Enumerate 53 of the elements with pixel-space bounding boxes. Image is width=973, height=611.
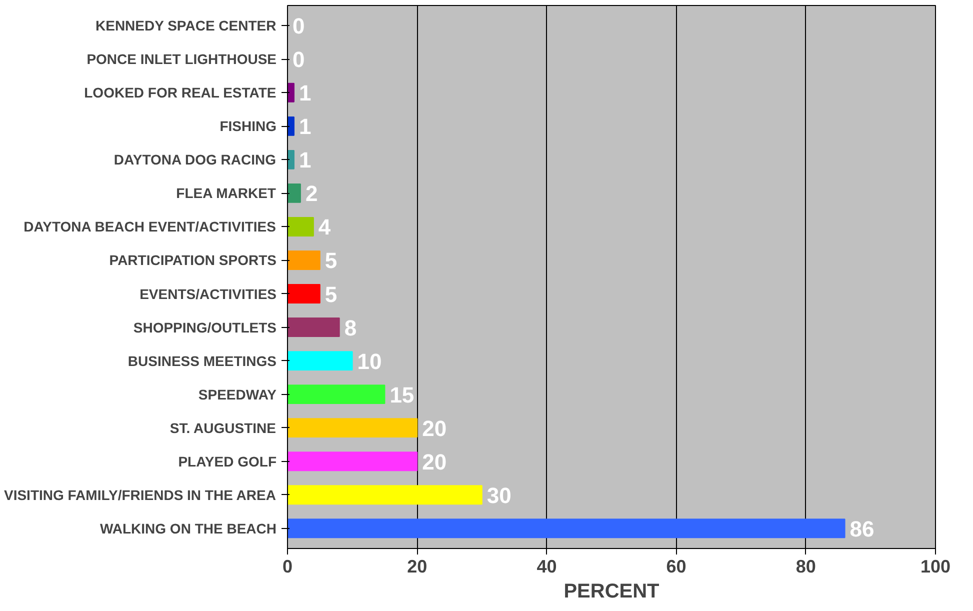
y-tick-label: KENNEDY SPACE CENTER [96, 18, 276, 34]
bar [288, 116, 294, 136]
x-tick-label: 60 [666, 556, 686, 576]
bar [288, 485, 482, 505]
data-label: 20 [422, 416, 447, 441]
data-label: 8 [344, 315, 357, 340]
y-tick-label: ST. AUGUSTINE [170, 420, 276, 436]
y-tick-label: VISITING FAMILY/FRIENDS IN THE AREA [4, 486, 276, 503]
y-tick-label: SHOPPING/OUTLETS [133, 319, 276, 336]
x-tick-label: 20 [407, 556, 428, 576]
x-axis-title: PERCENT [564, 580, 660, 602]
bar [288, 418, 418, 438]
data-label: 15 [390, 382, 414, 408]
y-tick-label: FLEA MARKET [176, 185, 276, 202]
y-tick-label: DAYTONA BEACH EVENT/ACTIVITIES [24, 218, 276, 235]
data-label: 0 [292, 14, 305, 39]
x-tick-label: 0 [282, 556, 293, 576]
data-label: 0 [292, 47, 305, 72]
y-tick-label: DAYTONA DOG RACING [114, 152, 276, 168]
data-label: 5 [324, 248, 338, 274]
bar [288, 384, 386, 404]
y-tick-label: FISHING [220, 118, 277, 134]
bar [288, 250, 320, 270]
bar [288, 318, 340, 337]
data-label: 5 [324, 282, 338, 307]
y-tick-label: BUSINESS MEETINGS [128, 352, 277, 369]
data-label: 2 [305, 181, 318, 206]
bar [288, 452, 418, 472]
bar [288, 82, 294, 102]
y-tick-label: PONCE INLET LIGHTHOUSE [86, 51, 277, 68]
x-tick-label: 80 [796, 556, 816, 576]
data-label: 1 [298, 80, 312, 106]
bar [288, 518, 846, 538]
data-label: 20 [422, 449, 447, 474]
data-label: 1 [298, 114, 312, 140]
y-tick-label: LOOKED FOR REAL ESTATE [84, 84, 276, 101]
y-tick-label: EVENTS/ACTIVITIES [140, 286, 277, 302]
bar [288, 217, 314, 236]
y-tick-label: PARTICIPATION SPORTS [109, 252, 277, 268]
bar [288, 284, 320, 304]
x-tick-label: 40 [536, 556, 557, 576]
data-label: 86 [850, 516, 874, 542]
y-tick-label: WALKING ON THE BEACH [100, 520, 277, 536]
bar [288, 351, 353, 371]
y-tick-label: SPEEDWAY [198, 386, 278, 402]
data-label: 4 [318, 214, 332, 240]
data-label: 30 [486, 482, 512, 508]
bar [288, 183, 301, 203]
data-label: 10 [357, 348, 382, 374]
y-tick-label: PLAYED GOLF [178, 453, 277, 470]
x-tick-label: 100 [920, 556, 951, 576]
bar [288, 150, 294, 170]
data-label: 1 [298, 148, 312, 173]
